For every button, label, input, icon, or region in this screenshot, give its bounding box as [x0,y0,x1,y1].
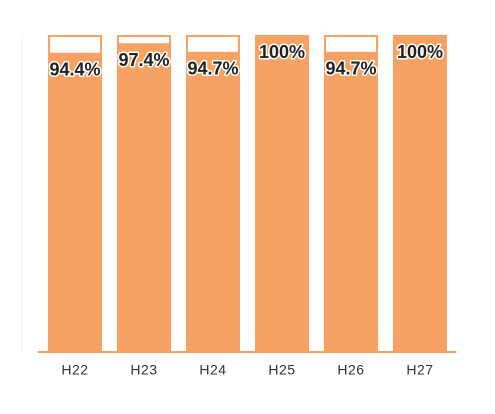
bar [117,43,171,352]
x-tick-label: H22 [61,362,88,378]
value-label: 94.7% [187,59,238,79]
x-tick-label: H24 [199,362,226,378]
bar [186,51,240,353]
value-label: 94.7% [325,59,376,79]
value-label: 94.4% [49,60,100,80]
bar [255,35,309,352]
bar [324,51,378,353]
x-tick-label: H25 [268,362,295,378]
value-label: 97.4% [118,50,169,70]
bar [393,35,447,352]
value-label: 100% [397,42,443,62]
x-tick-label: H23 [130,362,157,378]
x-tick-label: H26 [337,362,364,378]
bar [48,52,102,352]
x-tick-label: H27 [406,362,433,378]
value-label: 100% [259,42,305,62]
